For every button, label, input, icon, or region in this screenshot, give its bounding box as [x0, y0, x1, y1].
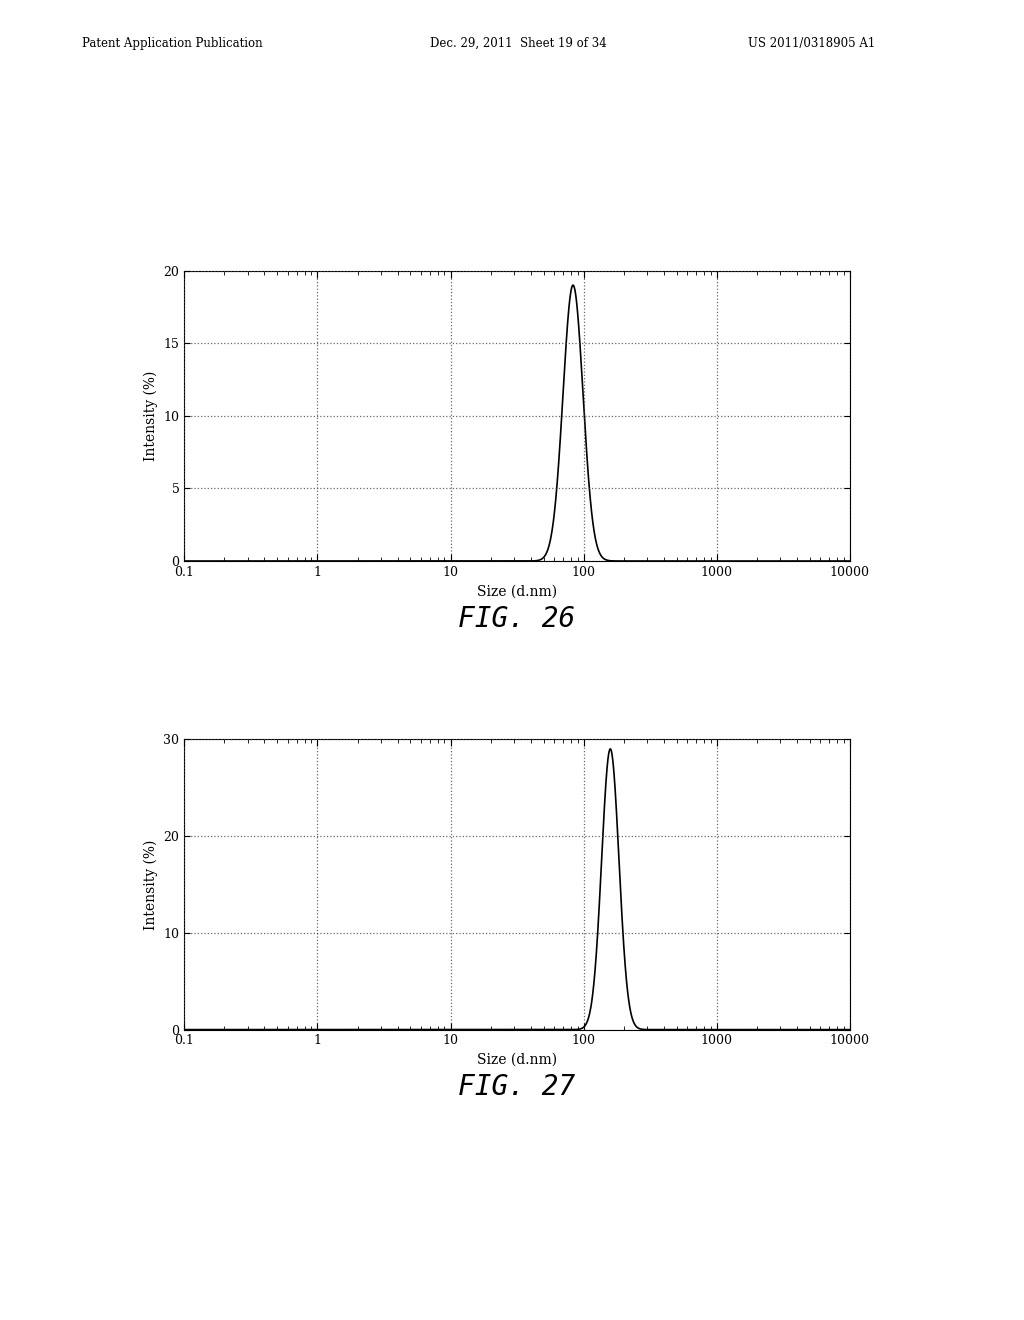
Text: US 2011/0318905 A1: US 2011/0318905 A1 [748, 37, 874, 50]
Text: FIG. 27: FIG. 27 [459, 1073, 575, 1101]
X-axis label: Size (d.nm): Size (d.nm) [477, 1053, 557, 1067]
Text: Dec. 29, 2011  Sheet 19 of 34: Dec. 29, 2011 Sheet 19 of 34 [430, 37, 607, 50]
Text: Patent Application Publication: Patent Application Publication [82, 37, 262, 50]
X-axis label: Size (d.nm): Size (d.nm) [477, 585, 557, 598]
Y-axis label: Intensity (%): Intensity (%) [143, 371, 158, 461]
Text: FIG. 26: FIG. 26 [459, 605, 575, 632]
Y-axis label: Intensity (%): Intensity (%) [143, 840, 158, 929]
